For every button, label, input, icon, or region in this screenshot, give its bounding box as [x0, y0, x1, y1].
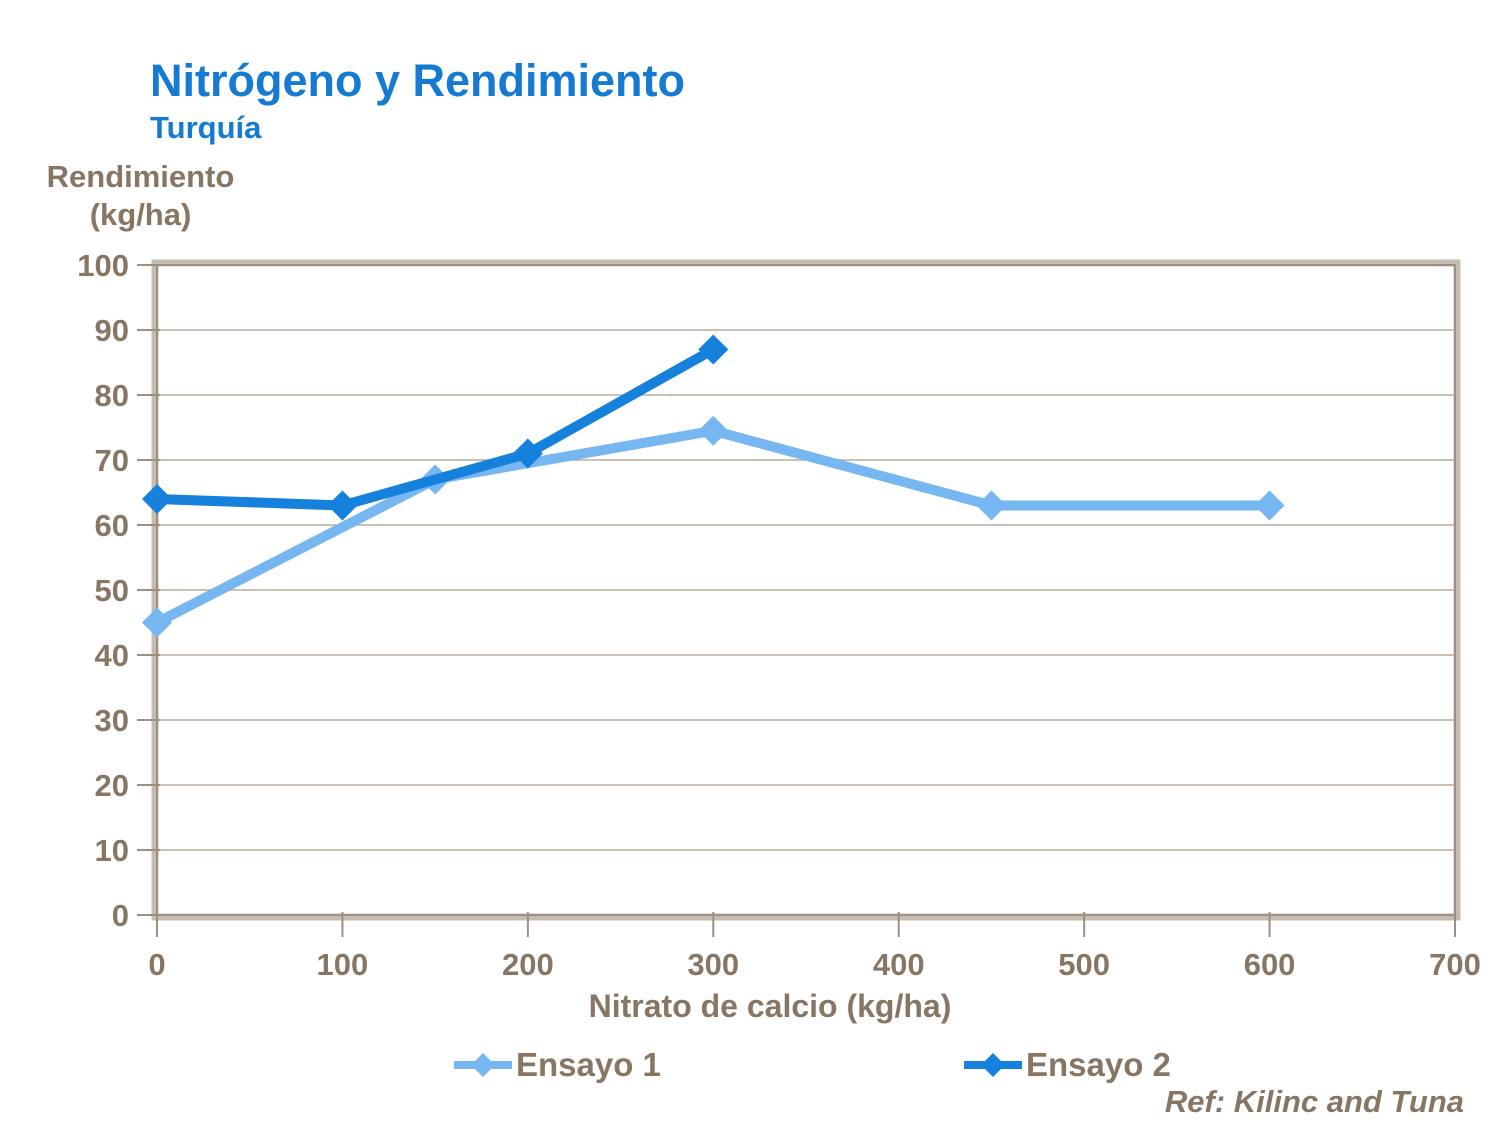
y-tick-label-80: 80 [95, 378, 129, 413]
legend-label-ensayo-1: Ensayo 1 [516, 1046, 661, 1083]
y-tick-label-20: 20 [95, 768, 129, 803]
legend-item-ensayo-1: Ensayo 1 [452, 1042, 661, 1088]
x-tick-label-0: 0 [148, 947, 165, 982]
y-tick-label-40: 40 [95, 638, 129, 673]
series-marker-ensayo-1 [1254, 490, 1285, 521]
y-tick-label-100: 100 [77, 248, 129, 283]
y-tick-label-60: 60 [95, 508, 129, 543]
y-axis-title-line1: Rendimiento [46, 159, 235, 194]
y-tick-label-10: 10 [95, 833, 129, 868]
y-tick-label-70: 70 [95, 443, 129, 478]
x-axis-title: Nitrato de calcio (kg/ha) [588, 988, 952, 1024]
series-marker-ensayo-2 [512, 438, 543, 469]
x-tick-label-500: 500 [1058, 947, 1110, 982]
y-tick-label-50: 50 [95, 573, 129, 608]
reference-text: Ref: Kilinc and Tuna [1164, 1084, 1464, 1119]
x-tick-label-400: 400 [873, 947, 925, 982]
series-marker-ensayo-2 [698, 334, 729, 365]
series-line-ensayo-2 [152, 344, 719, 511]
series-marker-ensayo-2 [327, 490, 358, 521]
legend-label-ensayo-2: Ensayo 2 [1026, 1046, 1171, 1083]
y-tick-label-0: 0 [112, 898, 129, 933]
y-axis-title-line2: (kg/ha) [89, 197, 192, 232]
series-marker-ensayo-2 [142, 484, 172, 514]
legend: Ensayo 1 Ensayo 2 [0, 1042, 1500, 1088]
x-tick-label-600: 600 [1244, 947, 1296, 982]
ensayo-1-line-marker-icon [454, 1053, 512, 1077]
x-tick-label-100: 100 [317, 947, 369, 982]
y-tick-label-30: 30 [95, 703, 129, 738]
series-marker-ensayo-1 [698, 415, 729, 446]
x-tick-label-300: 300 [687, 947, 739, 982]
x-tick-label-700: 700 [1429, 947, 1481, 982]
series-marker-ensayo-1 [976, 490, 1007, 521]
legend-item-ensayo-2: Ensayo 2 [962, 1042, 1171, 1088]
x-tick-label-200: 200 [502, 947, 554, 982]
chart-subtitle: Turquía [150, 110, 262, 145]
y-axis-title: Rendimiento (kg/ha) [18, 158, 263, 234]
ensayo-2-line-marker-icon [964, 1053, 1022, 1077]
y-tick-label-90: 90 [95, 313, 129, 348]
series-marker-ensayo-1 [142, 607, 172, 638]
chart-title: Nitrógeno y Rendimiento [150, 55, 686, 106]
